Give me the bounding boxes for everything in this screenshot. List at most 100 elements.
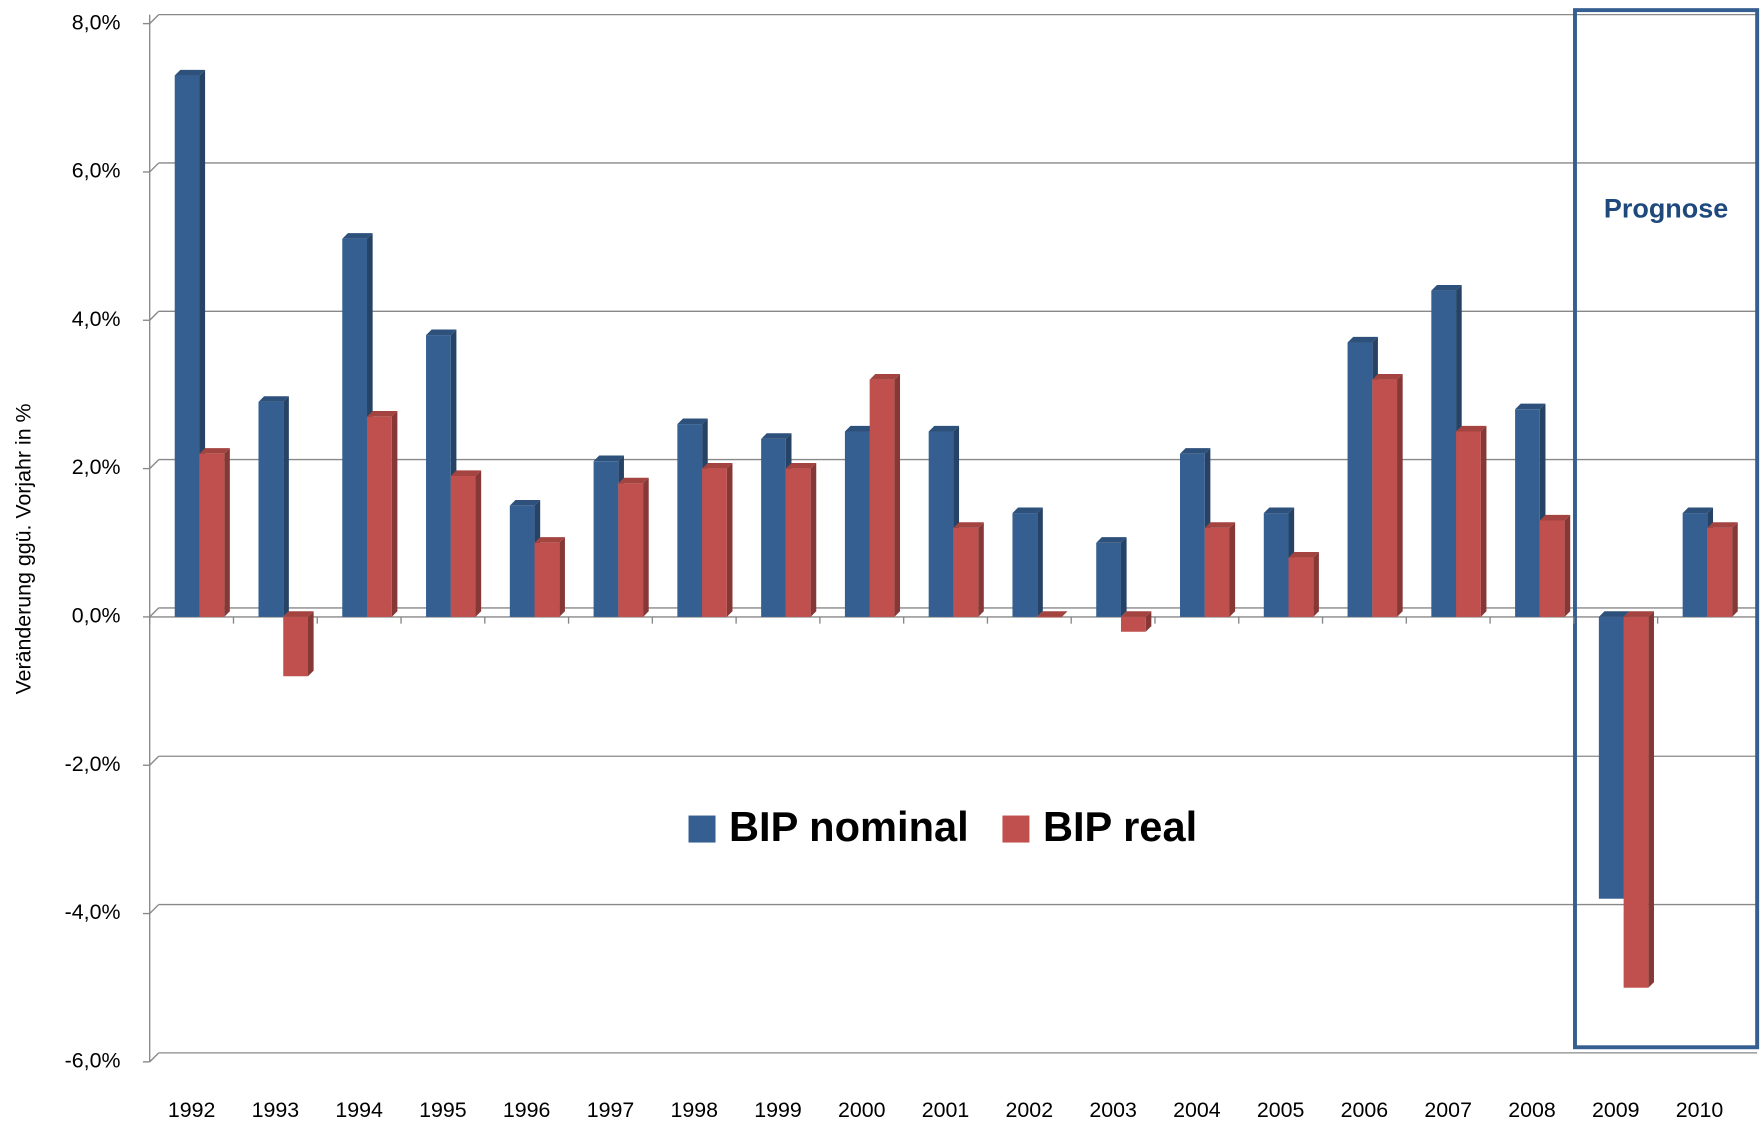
x-tick-label: 2004	[1173, 1098, 1221, 1122]
grid-line	[149, 310, 160, 321]
y-tick-label: 4,0%	[72, 307, 121, 331]
bar-side	[1648, 611, 1654, 988]
bar-side	[475, 470, 482, 617]
bar	[367, 416, 392, 617]
bar	[761, 438, 786, 617]
bar-top	[174, 69, 206, 76]
bar	[618, 483, 644, 617]
bar-top	[1539, 514, 1571, 521]
bar-side	[1037, 507, 1043, 617]
legend-label: BIP nominal	[729, 803, 969, 850]
x-tick-label: 2000	[838, 1098, 886, 1122]
x-tick-label: 2001	[922, 1098, 970, 1122]
grid-line	[149, 607, 160, 618]
bar-top	[367, 411, 398, 417]
bar-top	[1096, 537, 1127, 543]
bar	[593, 461, 619, 617]
x-tick-label: 1999	[754, 1098, 802, 1122]
legend-swatch	[688, 815, 716, 843]
bar-group	[1037, 611, 1068, 618]
y-tick-label: -4,0%	[65, 900, 121, 924]
x-tick-label: 1993	[252, 1098, 300, 1122]
annotation: Prognose	[1604, 193, 1728, 223]
bar-group	[1623, 611, 1654, 988]
bar	[1037, 616, 1062, 618]
bar-top	[618, 477, 649, 484]
bar-top	[1456, 425, 1487, 432]
bar-side	[391, 411, 398, 617]
bar-side	[1480, 425, 1487, 617]
bar	[928, 431, 954, 617]
bar	[1204, 527, 1230, 617]
bar-top	[1598, 611, 1630, 617]
bar	[258, 401, 284, 617]
bar	[1707, 527, 1733, 617]
x-tick-label: 2008	[1508, 1098, 1556, 1122]
x-tick-label: 2010	[1676, 1098, 1724, 1122]
bar-group	[1372, 373, 1403, 617]
y-tick-label: 8,0%	[72, 10, 121, 34]
bar	[869, 379, 895, 617]
grid-line	[149, 755, 160, 766]
bar-group	[1456, 425, 1487, 617]
bar	[199, 453, 225, 617]
bar-side	[559, 537, 565, 617]
x-tick-label: 1994	[335, 1098, 383, 1122]
x-tick-label: 1996	[503, 1098, 551, 1122]
bar-group	[1204, 522, 1236, 617]
x-tick-label: 2009	[1592, 1098, 1640, 1122]
bar-top	[677, 418, 708, 425]
bar-top	[199, 448, 230, 454]
bar	[283, 616, 308, 677]
legend-label: BIP real	[1043, 803, 1197, 850]
bar-group	[199, 448, 230, 617]
bar-top	[785, 462, 817, 469]
bar-side	[1732, 522, 1738, 617]
bar-top	[1120, 611, 1152, 617]
bar	[1539, 520, 1565, 617]
bar-group	[785, 462, 817, 617]
x-tick-label: 2007	[1424, 1098, 1472, 1122]
bar	[1012, 513, 1038, 617]
bar-top	[1372, 373, 1403, 380]
bar	[1682, 513, 1708, 617]
bar-side	[1397, 373, 1403, 617]
bar-side	[1145, 611, 1152, 632]
x-tick-label: 1995	[419, 1098, 467, 1122]
bar	[174, 75, 200, 617]
bar-top	[761, 433, 792, 439]
bar-group	[1288, 551, 1319, 617]
legend-swatch	[1002, 815, 1030, 843]
y-tick-label: 6,0%	[72, 159, 121, 183]
x-tick-label: 2005	[1257, 1098, 1305, 1122]
bar-top	[283, 611, 314, 617]
bar-top	[1623, 611, 1654, 617]
y-tick-label: -6,0%	[65, 1049, 121, 1073]
bar-top	[1515, 403, 1546, 410]
bar-top	[928, 425, 960, 432]
bar-side	[307, 611, 314, 677]
bar	[1431, 290, 1457, 617]
bar	[953, 527, 979, 617]
bar	[677, 424, 703, 617]
bar-group	[1180, 448, 1211, 617]
bar-group	[1096, 537, 1127, 617]
bar-side	[224, 448, 230, 617]
bar-side	[643, 477, 649, 617]
bar	[1515, 409, 1540, 617]
bar-top	[534, 537, 565, 543]
bar	[1096, 542, 1121, 617]
bar	[1347, 342, 1373, 617]
bar-group	[702, 462, 733, 617]
bar-side	[894, 373, 901, 617]
bar-top	[869, 373, 901, 380]
bar-top	[1682, 507, 1714, 514]
bar	[844, 431, 870, 617]
bar-top	[1288, 551, 1319, 558]
grid-line	[149, 459, 160, 470]
y-tick-label: -2,0%	[65, 752, 121, 776]
bar-group	[1012, 507, 1043, 617]
bar-top	[1180, 448, 1211, 454]
bar-group	[618, 477, 649, 617]
bar-top	[509, 500, 541, 506]
